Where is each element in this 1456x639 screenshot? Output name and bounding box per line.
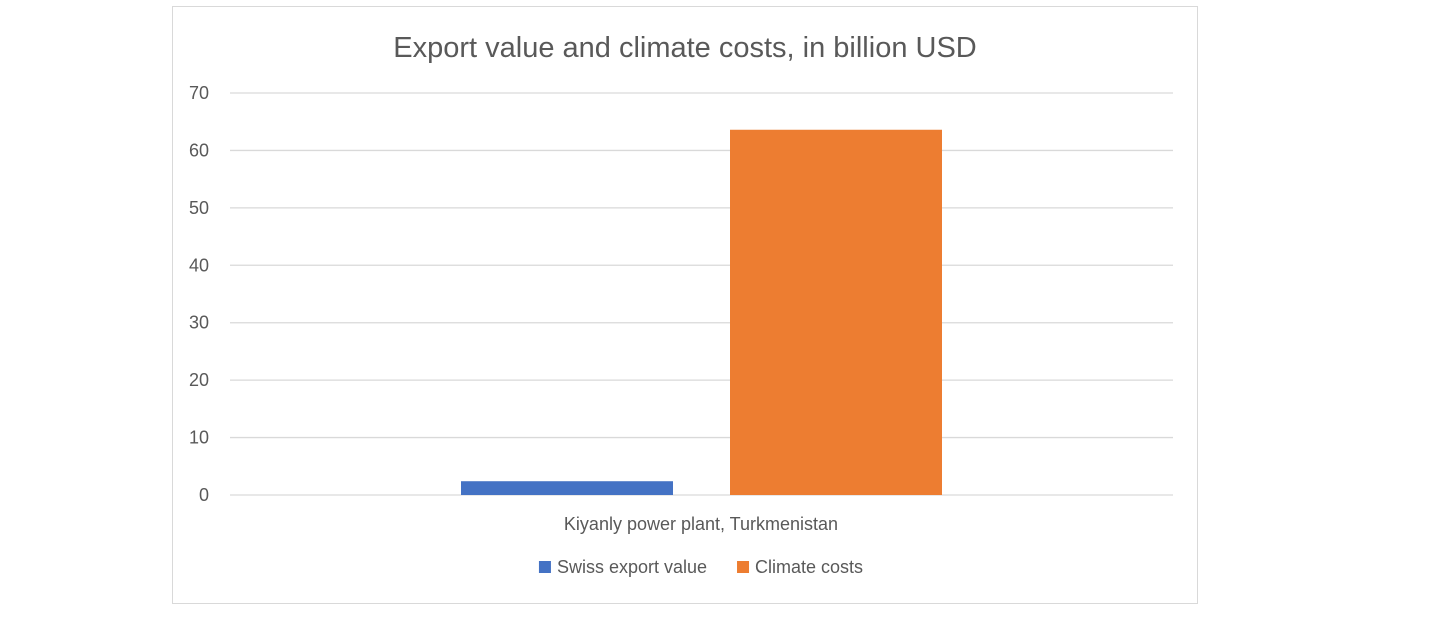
bar-swiss-export-value: [461, 481, 673, 495]
y-tick-label-70: 70: [189, 83, 209, 103]
y-tick-label-40: 40: [189, 255, 209, 275]
chart-title: Export value and climate costs, in billi…: [393, 32, 976, 64]
bar-chart: Export value and climate costs, in billi…: [189, 32, 1173, 577]
legend-label-swiss-export-value: Swiss export value: [557, 557, 707, 577]
y-tick-label-0: 0: [199, 485, 209, 505]
y-tick-label-50: 50: [189, 198, 209, 218]
y-tick-label-30: 30: [189, 313, 209, 333]
legend-swatch-climate-costs: [737, 561, 750, 573]
x-category-label: Kiyanly power plant, Turkmenistan: [564, 514, 838, 534]
y-tick-label-20: 20: [189, 370, 209, 390]
y-tick-label-10: 10: [189, 428, 209, 448]
y-tick-label-60: 60: [189, 140, 209, 160]
chart-frame: Export value and climate costs, in billi…: [172, 6, 1198, 604]
legend-label-climate-costs: Climate costs: [755, 557, 863, 577]
bar-climate-costs: [730, 129, 942, 496]
legend-swatch-swiss-export-value: [538, 561, 551, 573]
